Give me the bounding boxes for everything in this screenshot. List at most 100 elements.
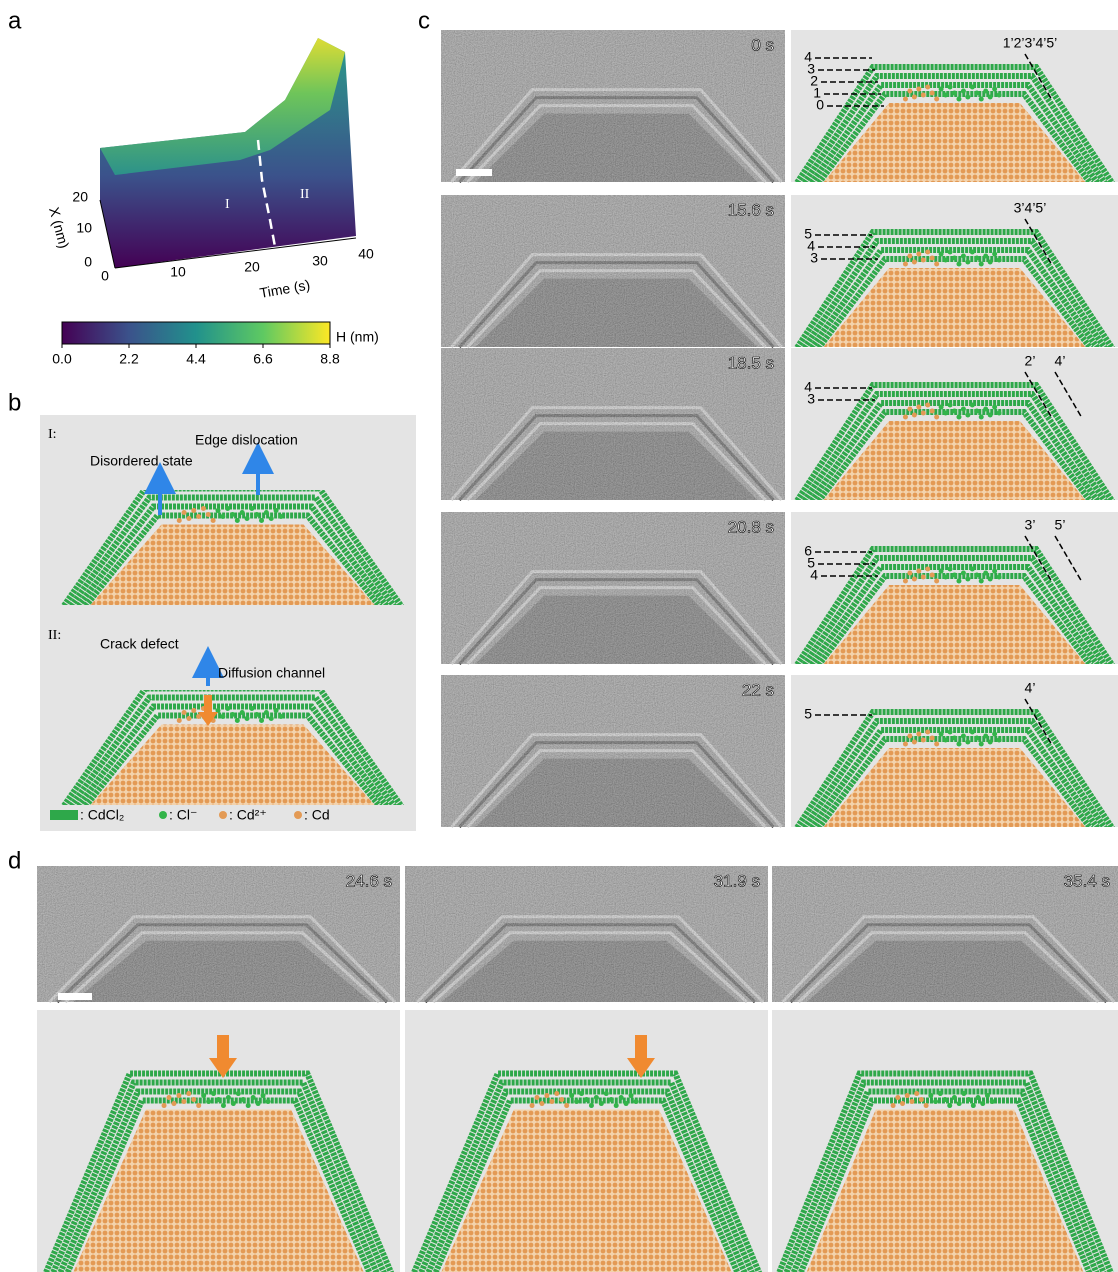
ion: [914, 1091, 919, 1096]
time-stamp: 15.6 s: [728, 200, 774, 219]
ion: [564, 1103, 569, 1108]
ion: [997, 410, 1002, 415]
time-tick-label: 10: [170, 264, 186, 280]
ion: [971, 1103, 976, 1108]
ion: [907, 733, 912, 738]
ion: [997, 257, 1002, 262]
colorbar-label: H (nm): [336, 329, 379, 345]
ion: [956, 578, 961, 583]
ion: [930, 572, 935, 577]
ion: [970, 84, 975, 89]
ion: [171, 1101, 176, 1106]
ion: [943, 410, 948, 415]
ion: [956, 261, 961, 266]
ion: [594, 1095, 599, 1100]
ion: [961, 570, 966, 575]
ion: [230, 512, 235, 517]
ion: [956, 96, 961, 101]
ion: [966, 1097, 971, 1102]
ion: [948, 566, 953, 571]
legend-swatch: [50, 810, 78, 820]
ion: [634, 1099, 639, 1104]
ion: [240, 510, 245, 515]
ion: [905, 1093, 910, 1098]
schematic: [405, 1010, 768, 1272]
ion: [579, 1091, 584, 1096]
ion: [997, 92, 1002, 97]
layer-label: 3’: [1025, 517, 1036, 533]
ion: [988, 412, 993, 417]
ion: [269, 716, 274, 721]
ion: [554, 1091, 559, 1096]
ion: [225, 506, 230, 511]
scale-bar: [456, 169, 492, 176]
ion: [934, 261, 939, 266]
ion: [544, 1093, 549, 1098]
ion: [619, 1095, 624, 1100]
schematic: [791, 30, 1118, 186]
ion: [221, 1103, 226, 1108]
panel-label: a: [8, 7, 22, 34]
ion: [961, 253, 966, 258]
layer-label: 4’: [1025, 680, 1036, 696]
colorbar: [62, 322, 330, 344]
ion: [974, 735, 979, 740]
ion: [215, 508, 220, 513]
ion: [895, 1095, 900, 1100]
legend-label: : Cd: [304, 807, 330, 823]
ion: [912, 259, 917, 264]
schematic: [791, 675, 1118, 831]
ion: [254, 712, 259, 717]
ion: [191, 708, 196, 713]
ion: [535, 1095, 540, 1100]
ion: [231, 1101, 236, 1106]
region-label: I: [225, 197, 230, 212]
ion: [177, 518, 182, 523]
ion: [924, 1103, 929, 1108]
ion: [912, 739, 917, 744]
ion: [196, 1103, 201, 1108]
ion: [196, 514, 201, 519]
ion: [569, 1093, 574, 1098]
panel-label: c: [418, 7, 430, 34]
schematic: [791, 195, 1118, 351]
ion: [930, 408, 935, 413]
ion: [948, 729, 953, 734]
time-stamp: 0 s: [751, 35, 774, 54]
ion: [240, 710, 245, 715]
ion: [992, 251, 997, 256]
ion: [970, 566, 975, 571]
time-tick-label: 20: [244, 259, 260, 275]
tem-image: [441, 675, 785, 827]
ion: [934, 578, 939, 583]
ion: [530, 1103, 535, 1108]
ion: [939, 568, 944, 573]
legend-label: : CdCl₂: [80, 807, 124, 823]
layer-label: 3: [810, 250, 818, 266]
ion: [206, 512, 211, 517]
ion: [943, 1097, 948, 1102]
ion: [614, 1103, 619, 1108]
ion: [269, 516, 274, 521]
legend-swatch: [219, 811, 227, 819]
ion: [235, 718, 240, 723]
ion: [226, 1095, 231, 1100]
colorbar-tick-label: 6.6: [253, 351, 273, 367]
colorbar-tick-label: 8.8: [320, 351, 340, 367]
ion: [979, 578, 984, 583]
ion: [983, 733, 988, 738]
ion: [921, 92, 926, 97]
ion: [604, 1091, 609, 1096]
ion: [938, 1091, 943, 1096]
ion: [930, 90, 935, 95]
legend-label: : Cd²⁺: [229, 807, 267, 823]
ion: [246, 1103, 251, 1108]
ion: [933, 1099, 938, 1104]
x-tick-label: 20: [72, 189, 88, 205]
ion: [921, 737, 926, 742]
ion: [274, 508, 279, 513]
ion: [952, 735, 957, 740]
ion: [979, 414, 984, 419]
ion: [274, 708, 279, 713]
legend-label: : Cl⁻: [169, 807, 197, 823]
